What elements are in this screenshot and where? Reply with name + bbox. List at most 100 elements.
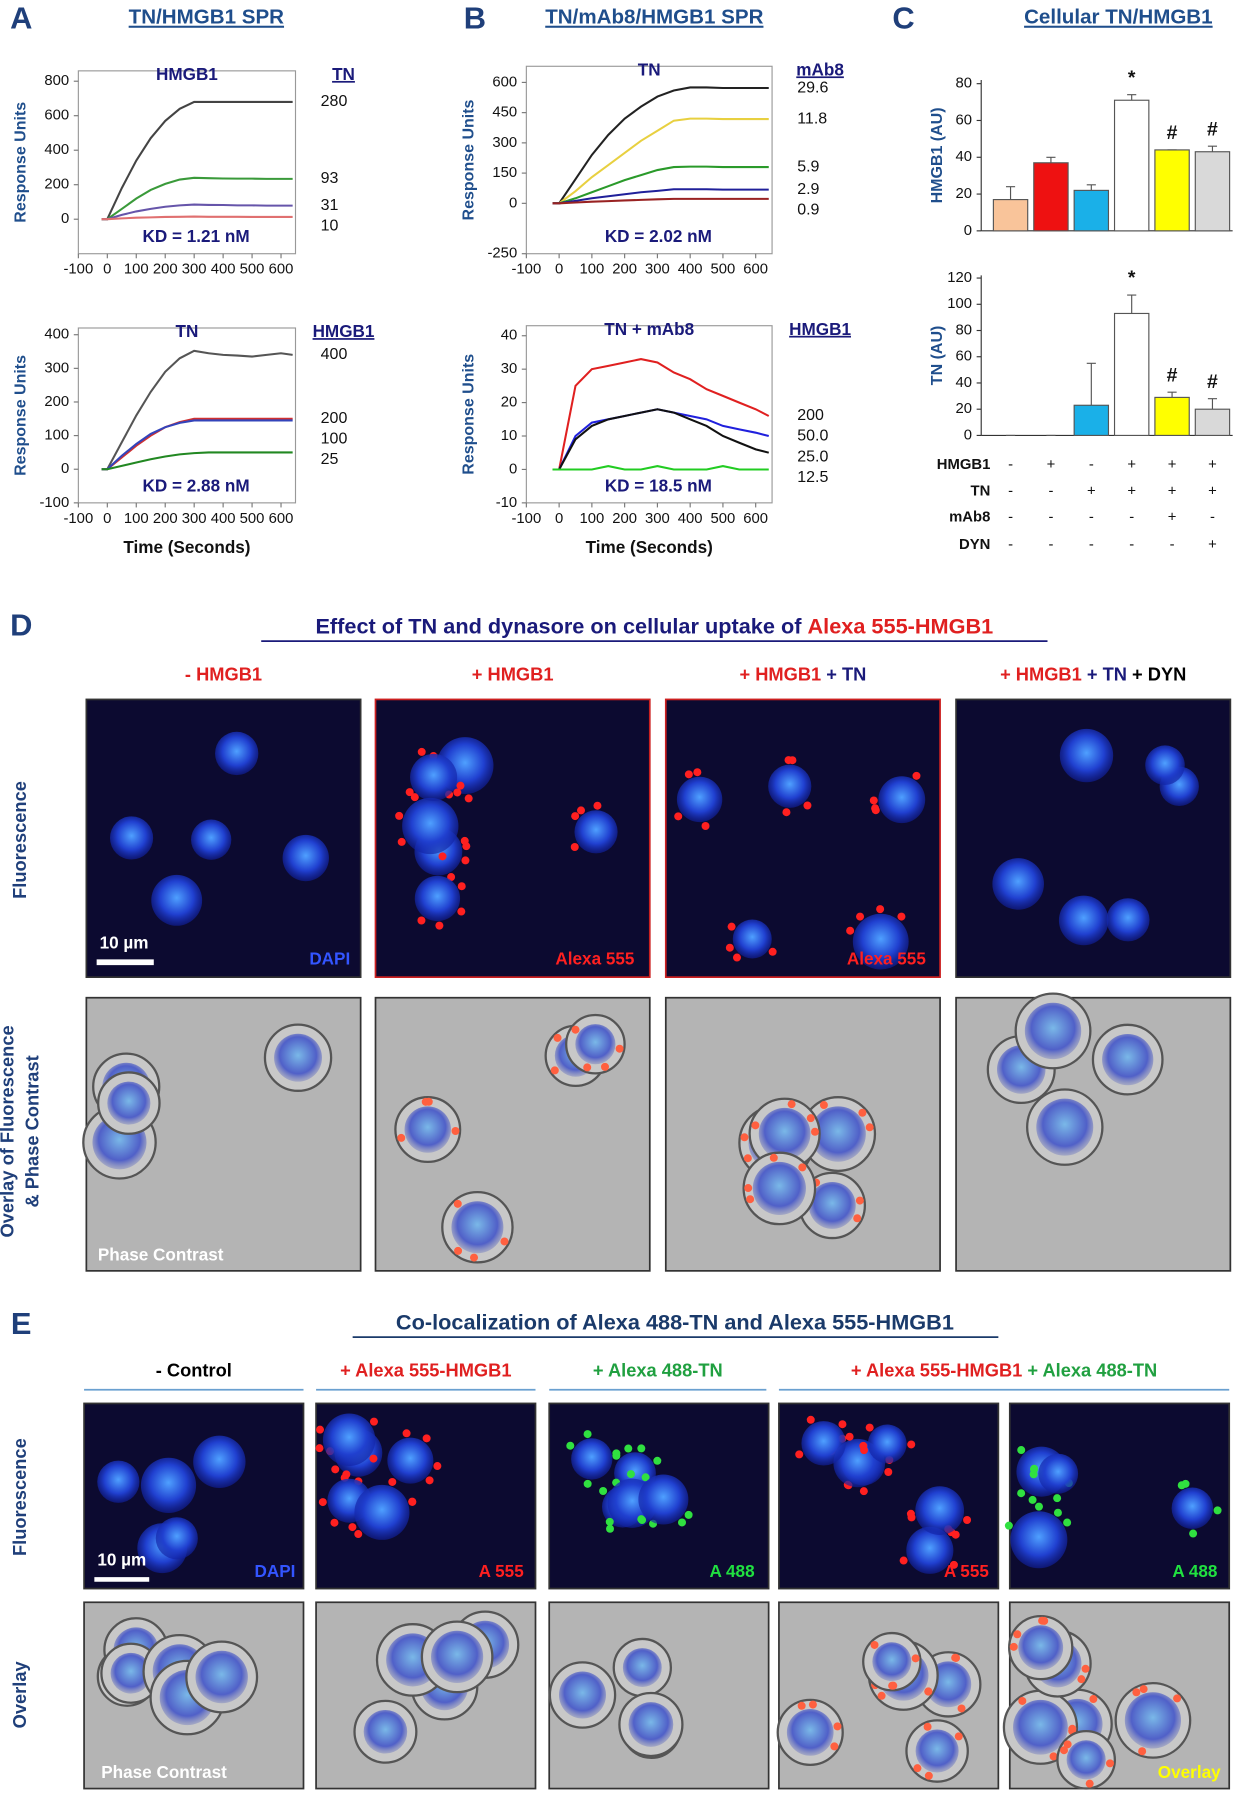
row-label: Fluorescence <box>9 1438 30 1556</box>
nucleus <box>571 1438 613 1480</box>
caption: A 488 <box>1172 1561 1217 1581</box>
micrograph <box>83 1402 305 1590</box>
red-spot <box>1173 1694 1182 1703</box>
series-label: 200 <box>321 410 348 427</box>
legend-title: HMGB1 <box>789 319 851 339</box>
caption: A 555 <box>944 1561 990 1581</box>
red-spot <box>923 1722 932 1731</box>
series-label: 280 <box>321 93 348 110</box>
green-spot <box>583 1479 592 1488</box>
red-spot <box>806 1415 815 1424</box>
red-spot <box>1060 1746 1069 1755</box>
legend-title: mAb8 <box>796 59 844 79</box>
text-segment: + Alexa 555-HMGB1 <box>340 1359 511 1380</box>
red-spot <box>417 747 426 756</box>
y-axis-label: Response Units <box>460 99 477 220</box>
red-spot <box>500 1237 509 1246</box>
red-spot <box>744 1184 753 1193</box>
red-spot <box>795 1450 804 1459</box>
series-line <box>101 203 293 221</box>
red-spot <box>787 1100 796 1109</box>
x-tick-label: 300 <box>645 511 670 527</box>
nucleus <box>354 1484 410 1540</box>
condition-name: DYN <box>959 537 990 553</box>
red-spot <box>583 1063 592 1072</box>
x-tick-label: 100 <box>579 511 604 527</box>
red-spot <box>907 1440 916 1449</box>
y-tick-label: 600 <box>492 74 517 90</box>
red-spot <box>577 806 586 815</box>
red-spot <box>1138 1747 1147 1756</box>
row-label: Overlay of Fluorescence <box>0 1025 17 1237</box>
nucleus <box>451 1201 504 1254</box>
condition-name: HMGB1 <box>937 457 991 473</box>
legend-title: TN <box>332 64 355 84</box>
series-label: 25.0 <box>797 448 828 465</box>
caption: Overlay <box>1158 1762 1221 1782</box>
bar <box>1194 408 1231 437</box>
series-line <box>552 408 770 471</box>
x-tick-label: -100 <box>63 511 93 527</box>
red-spot <box>924 1687 933 1696</box>
panel-letter: B <box>464 1 486 36</box>
nucleus <box>195 1650 248 1704</box>
y-tick-label: 800 <box>44 73 69 89</box>
nucleus <box>867 1424 907 1464</box>
red-spot <box>957 1704 966 1713</box>
caption: Phase Contrast <box>98 1245 224 1265</box>
bar <box>1073 404 1110 437</box>
red-spot <box>397 837 406 846</box>
nucleus <box>151 874 203 926</box>
nucleus <box>363 1709 408 1754</box>
nucleus <box>1145 745 1185 785</box>
x-tick-label: 200 <box>612 511 637 527</box>
nucleus <box>431 1630 484 1683</box>
y-tick-label: 20 <box>956 186 973 202</box>
series-line <box>101 419 293 471</box>
nucleus <box>758 1107 811 1160</box>
red-spot <box>470 1253 479 1262</box>
y-tick-label: -10 <box>496 495 517 511</box>
y-tick-label: 400 <box>44 142 69 158</box>
x-tick-label: 600 <box>743 511 768 527</box>
red-spot <box>435 921 444 930</box>
x-tick-label: 400 <box>678 511 703 527</box>
condition-value: + <box>1208 537 1217 553</box>
red-spot <box>674 812 683 821</box>
bar <box>1154 396 1190 437</box>
red-spot <box>457 882 466 891</box>
red-spot <box>408 1497 417 1506</box>
y-tick-label: 40 <box>956 375 973 391</box>
x-tick-label: 300 <box>182 262 207 278</box>
red-spot <box>433 1462 442 1471</box>
green-spot <box>1053 1508 1062 1517</box>
nucleus <box>1066 1740 1106 1780</box>
panel-letter: D <box>10 608 32 643</box>
text-segment: + DYN <box>1127 663 1186 684</box>
red-spot <box>451 1127 460 1136</box>
red-spot <box>1018 1696 1027 1705</box>
nucleus <box>872 1642 912 1682</box>
row-label: Overlay <box>9 1661 30 1729</box>
green-spot <box>624 1444 633 1453</box>
red-spot <box>447 873 456 882</box>
red-spot <box>457 907 466 916</box>
red-spot <box>876 905 885 914</box>
condition-value: - <box>1008 483 1013 499</box>
heading-text: + Alexa 555-HMGB1 <box>340 1359 511 1380</box>
x-tick-label: 600 <box>269 511 294 527</box>
red-spot <box>1040 1616 1049 1625</box>
red-spot <box>751 1121 760 1130</box>
y-tick-label: 80 <box>956 322 973 338</box>
red-spot <box>1132 1688 1141 1697</box>
red-spot <box>348 1523 357 1532</box>
red-spot <box>769 1153 778 1162</box>
red-spot <box>856 912 865 921</box>
condition-value: + <box>1127 483 1136 499</box>
condition-value: - <box>1170 537 1175 553</box>
micrograph <box>315 1402 537 1590</box>
significance-mark: # <box>1167 122 1178 144</box>
micrograph <box>1002 1601 1231 1790</box>
x-tick-label: 300 <box>645 262 670 278</box>
red-spot <box>746 1195 755 1204</box>
